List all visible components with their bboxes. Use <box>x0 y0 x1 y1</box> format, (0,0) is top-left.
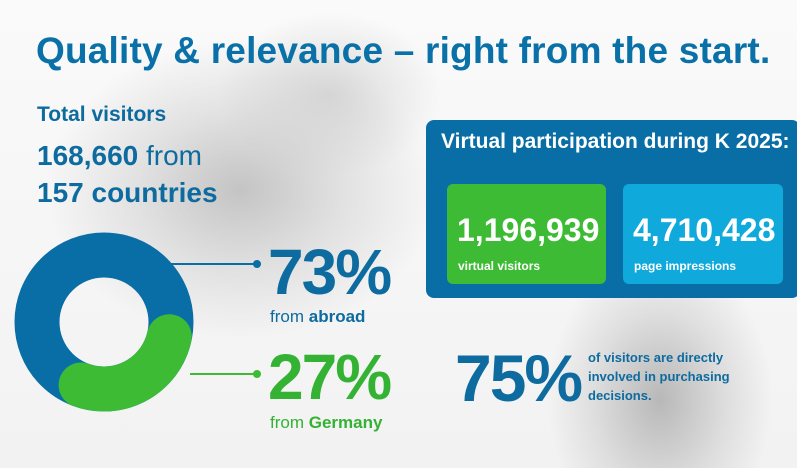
germany-percent: 27% <box>268 341 392 413</box>
countries-count: 157 countries <box>37 177 218 208</box>
virtual-participation-title: Virtual participation during K 2025: <box>441 130 790 153</box>
from-word: from <box>146 140 202 171</box>
virtual-visitors-label: virtual visitors <box>458 259 541 273</box>
germany-prefix: from <box>270 413 304 432</box>
page-impressions-value: 4,710,428 <box>633 212 776 248</box>
total-visitors-line: 168,660 from <box>37 140 202 172</box>
germany-label: Germany <box>308 413 383 432</box>
page-title: Quality & relevance – right from the sta… <box>36 30 771 71</box>
virtual-visitors-card <box>447 184 606 284</box>
connector-dot-abroad <box>253 260 261 268</box>
abroad-prefix: from <box>270 307 304 326</box>
abroad-percent: 73% <box>268 236 392 308</box>
total-visitors-count: 168,660 <box>37 140 139 171</box>
donut-segment-germany <box>58 314 192 412</box>
abroad-caption: from abroad <box>270 307 365 327</box>
virtual-visitors-value: 1,196,939 <box>457 212 600 248</box>
page-impressions-card <box>623 184 783 284</box>
connector-dot-germany <box>253 370 261 378</box>
total-visitors-label: Total visitors <box>37 103 167 126</box>
abroad-label: abroad <box>308 307 366 326</box>
purchasing-description: of visitors are directly involved in pur… <box>588 350 730 403</box>
purchasing-percent: 75% <box>455 341 583 415</box>
germany-caption: from Germany <box>270 413 382 433</box>
page-impressions-label: page impressions <box>634 259 737 273</box>
